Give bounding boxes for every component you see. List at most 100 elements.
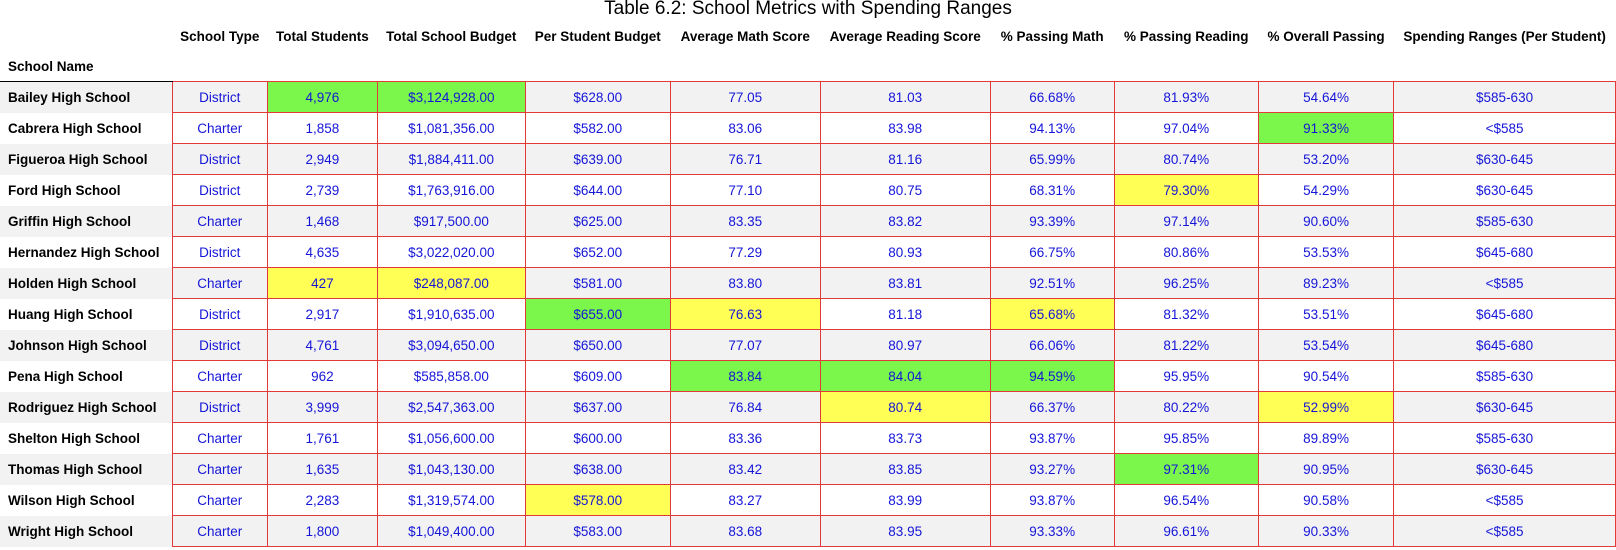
cell-math: 83.68 xyxy=(670,515,821,547)
cell-per-student: $655.00 xyxy=(524,298,672,330)
cell-pass-math: 94.13% xyxy=(989,112,1115,144)
cell-per-student: $582.00 xyxy=(524,112,672,144)
cell-pass-math: 66.37% xyxy=(989,391,1115,423)
cell-pass-reading: 80.74% xyxy=(1113,143,1260,175)
school-name-cell: Figueroa High School xyxy=(0,143,173,175)
cell-students: 2,283 xyxy=(266,484,379,516)
cell-math: 83.36 xyxy=(670,422,821,454)
school-name-cell: Huang High School xyxy=(0,298,173,330)
cell-range: $585-630 xyxy=(1393,422,1616,454)
cell-pass-math: 93.87% xyxy=(989,484,1115,516)
cell-students: 4,976 xyxy=(266,81,379,113)
cell-reading: 81.16 xyxy=(819,143,991,175)
cell-range: $585-630 xyxy=(1393,81,1616,113)
index-header-row: School Name xyxy=(0,51,1616,82)
cell-math: 76.84 xyxy=(670,391,821,423)
school-name-cell: Bailey High School xyxy=(0,81,173,113)
school-name-cell: Hernandez High School xyxy=(0,236,173,268)
cell-students: 2,949 xyxy=(266,143,379,175)
cell-math: 83.06 xyxy=(670,112,821,144)
school-name-cell: Wright High School xyxy=(0,515,173,547)
column-header-row: School Type Total Students Total School … xyxy=(0,22,1616,51)
cell-reading: 83.99 xyxy=(819,484,991,516)
cell-students: 1,761 xyxy=(266,422,379,454)
cell-students: 3,999 xyxy=(266,391,379,423)
cell-students: 1,800 xyxy=(266,515,379,547)
cell-pass-math: 93.27% xyxy=(989,453,1115,485)
cell-students: 427 xyxy=(266,267,379,299)
cell-students: 4,761 xyxy=(266,329,379,361)
cell-pass-overall: 90.33% xyxy=(1257,515,1395,547)
cell-type: District xyxy=(171,174,268,206)
cell-budget: $1,884,411.00 xyxy=(377,143,526,175)
cell-pass-math: 66.75% xyxy=(989,236,1115,268)
column-header: Spending Ranges (Per Student) xyxy=(1403,29,1606,44)
cell-pass-reading: 97.31% xyxy=(1113,453,1260,485)
cell-pass-overall: 90.60% xyxy=(1257,205,1395,237)
table-row: Griffin High School Charter 1,468 $917,500.… xyxy=(0,205,1616,237)
cell-range: $630-645 xyxy=(1393,143,1616,175)
column-header: Total Students xyxy=(275,29,369,44)
cell-type: Charter xyxy=(171,267,268,299)
cell-per-student: $650.00 xyxy=(524,329,672,361)
corner-header xyxy=(0,22,172,51)
table-row: Rodriguez High School District 3,999 $2,547… xyxy=(0,391,1616,423)
cell-budget: $917,500.00 xyxy=(377,205,526,237)
table-row: Cabrera High School Charter 1,858 $1,081,35… xyxy=(0,112,1616,144)
table-row: Pena High School Charter 962 $585,858.00 $60… xyxy=(0,360,1616,392)
school-name-cell: Shelton High School xyxy=(0,422,173,454)
cell-pass-math: 65.68% xyxy=(989,298,1115,330)
cell-reading: 81.03 xyxy=(819,81,991,113)
cell-reading: 83.85 xyxy=(819,453,991,485)
cell-math: 83.42 xyxy=(670,453,821,485)
cell-budget: $3,022,020.00 xyxy=(377,236,526,268)
cell-range: $585-630 xyxy=(1393,205,1616,237)
cell-reading: 83.98 xyxy=(819,112,991,144)
cell-pass-math: 68.31% xyxy=(989,174,1115,206)
column-header: % Passing Math xyxy=(1000,29,1104,44)
table-body: Bailey High School District 4,976 $3,124,92… xyxy=(0,81,1616,547)
cell-reading: 80.74 xyxy=(819,391,991,423)
school-name-cell: Pena High School xyxy=(0,360,173,392)
cell-per-student: $639.00 xyxy=(524,143,672,175)
school-metrics-table: School Type Total Students Total School … xyxy=(0,22,1616,547)
cell-pass-math: 94.59% xyxy=(989,360,1115,392)
cell-pass-overall: 53.20% xyxy=(1257,143,1395,175)
cell-budget: $2,547,363.00 xyxy=(377,391,526,423)
table-row: Wilson High School Charter 2,283 $1,319,574… xyxy=(0,484,1616,516)
school-name-cell: Johnson High School xyxy=(0,329,173,361)
cell-reading: 83.73 xyxy=(819,422,991,454)
cell-per-student: $583.00 xyxy=(524,515,672,547)
cell-type: District xyxy=(171,236,268,268)
cell-per-student: $581.00 xyxy=(524,267,672,299)
table-row: Ford High School District 2,739 $1,763,916.… xyxy=(0,174,1616,206)
cell-range: $630-645 xyxy=(1393,174,1616,206)
cell-budget: $1,043,130.00 xyxy=(377,453,526,485)
cell-budget: $1,910,635.00 xyxy=(377,298,526,330)
cell-reading: 80.75 xyxy=(819,174,991,206)
cell-pass-math: 93.33% xyxy=(989,515,1115,547)
cell-pass-reading: 81.93% xyxy=(1113,81,1260,113)
cell-reading: 83.82 xyxy=(819,205,991,237)
cell-reading: 83.95 xyxy=(819,515,991,547)
cell-pass-math: 66.68% xyxy=(989,81,1115,113)
column-header: % Passing Reading xyxy=(1124,29,1249,44)
cell-pass-math: 65.99% xyxy=(989,143,1115,175)
cell-math: 83.35 xyxy=(670,205,821,237)
cell-pass-overall: 52.99% xyxy=(1257,391,1395,423)
cell-students: 2,739 xyxy=(266,174,379,206)
cell-pass-math: 93.39% xyxy=(989,205,1115,237)
cell-reading: 84.04 xyxy=(819,360,991,392)
cell-pass-reading: 79.30% xyxy=(1113,174,1260,206)
cell-type: District xyxy=(171,143,268,175)
cell-students: 962 xyxy=(266,360,379,392)
cell-per-student: $609.00 xyxy=(524,360,672,392)
cell-budget: $3,094,650.00 xyxy=(377,329,526,361)
cell-pass-reading: 81.32% xyxy=(1113,298,1260,330)
cell-reading: 80.97 xyxy=(819,329,991,361)
cell-pass-reading: 96.61% xyxy=(1113,515,1260,547)
school-name-cell: Griffin High School xyxy=(0,205,173,237)
cell-math: 83.84 xyxy=(670,360,821,392)
cell-pass-overall: 54.29% xyxy=(1257,174,1395,206)
cell-students: 1,468 xyxy=(266,205,379,237)
